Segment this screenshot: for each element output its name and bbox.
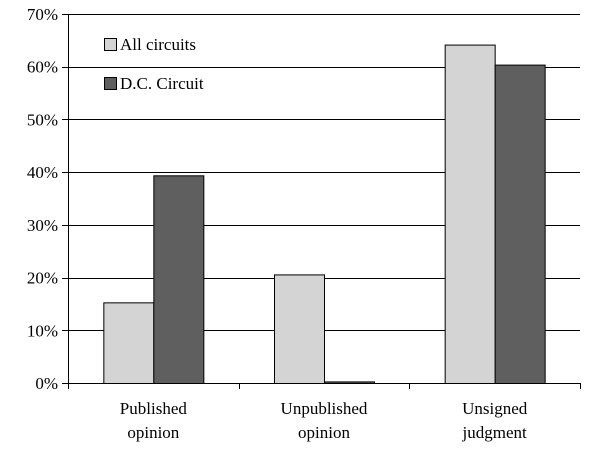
legend-label: D.C. Circuit bbox=[120, 74, 204, 93]
category-label-line: opinion bbox=[127, 423, 179, 442]
bar-all-circuits-2 bbox=[444, 44, 496, 385]
legend-label: All circuits bbox=[120, 35, 196, 54]
category-label-line: opinion bbox=[298, 423, 350, 442]
category-label-line: Unpublished bbox=[281, 399, 368, 418]
legend-item: D.C. Circuit bbox=[104, 74, 204, 93]
bar-d-c-circuit-2 bbox=[494, 64, 546, 384]
y-tick-label: 10% bbox=[27, 321, 58, 340]
category-label: Unpublished opinion bbox=[281, 399, 368, 442]
category-label-line: judgment bbox=[462, 423, 527, 442]
y-tick-label: 40% bbox=[27, 163, 58, 182]
y-tick-label: 50% bbox=[27, 110, 58, 129]
category-label: Unsigned judgment bbox=[462, 399, 528, 442]
y-tick-label: 70% bbox=[27, 5, 58, 24]
category-label-line: Unsigned bbox=[462, 399, 528, 418]
y-tick-label: 0% bbox=[35, 374, 58, 393]
category-labels: Published opinion Unpublished opinion Unsign… bbox=[120, 399, 528, 442]
bar-all-circuits-0 bbox=[103, 302, 155, 384]
legend-item: All circuits bbox=[104, 35, 196, 54]
legend-swatch bbox=[104, 38, 117, 51]
legend-swatch bbox=[104, 77, 117, 90]
bar-d-c-circuit-0 bbox=[153, 175, 205, 384]
y-tick-label: 60% bbox=[27, 58, 58, 77]
category-label: Published opinion bbox=[120, 399, 188, 442]
y-tick-labels: 0% 10% 20% 30% 40% 50% 60% 70% bbox=[27, 5, 58, 393]
legend: All circuits D.C. Circuit bbox=[104, 35, 204, 93]
y-tick-label: 30% bbox=[27, 216, 58, 235]
y-tick-label: 20% bbox=[27, 269, 58, 288]
category-label-line: Published bbox=[120, 399, 188, 418]
bar-all-circuits-1 bbox=[274, 274, 325, 384]
bars bbox=[103, 44, 546, 385]
axes bbox=[62, 14, 581, 389]
